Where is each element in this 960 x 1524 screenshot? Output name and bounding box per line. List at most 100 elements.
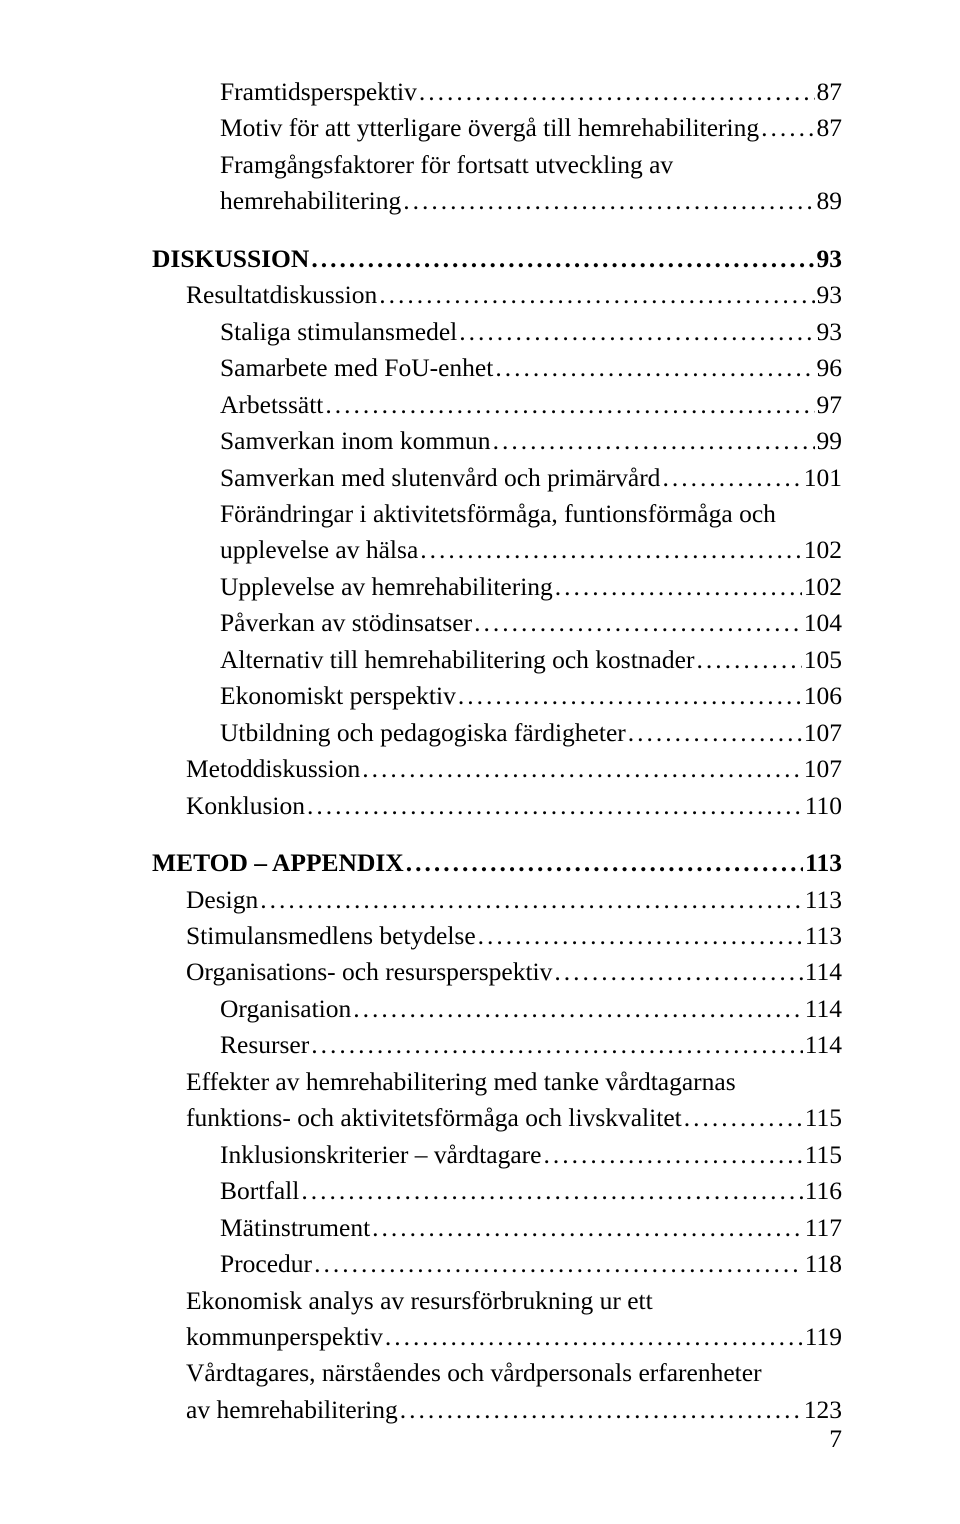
toc-leader-dots <box>379 277 814 313</box>
toc-entry-wrap: Ekonomisk analys av resursförbrukning ur… <box>152 1283 842 1319</box>
toc-entry-wrap: Framgångsfaktorer för fortsatt utvecklin… <box>152 147 842 183</box>
toc-entry-text: Organisations- och resursperspektiv <box>186 954 552 990</box>
toc-entry-page: 89 <box>817 183 843 219</box>
toc-entry-text: Påverkan av stödinsatser <box>220 605 472 641</box>
toc-entry-page: 87 <box>817 110 843 146</box>
toc-entry-page: 101 <box>804 460 842 496</box>
toc-entry-text: Design <box>186 882 258 918</box>
toc-entry: Inklusionskriterier – vårdtagare115 <box>152 1137 842 1173</box>
toc-leader-dots <box>372 1210 803 1246</box>
toc-entry-text: Inklusionskriterier – vårdtagare <box>220 1137 541 1173</box>
toc-entry-page: 106 <box>804 678 842 714</box>
toc-entry-text: Stimulansmedlens betydelse <box>186 918 476 954</box>
toc-leader-dots <box>459 314 814 350</box>
toc-entry: Resultatdiskussion93 <box>152 277 842 313</box>
toc-entry-text: Resurser <box>220 1027 309 1063</box>
toc-leader-dots <box>684 1100 803 1136</box>
toc-entry-page: 97 <box>817 387 843 423</box>
toc-entry: Samarbete med FoU-enhet 96 <box>152 350 842 386</box>
toc-leader-dots <box>311 241 814 277</box>
toc-entry-page: 107 <box>804 715 842 751</box>
toc-entry-text: Bortfall <box>220 1173 299 1209</box>
toc-entry-text: METOD – APPENDIX <box>152 845 404 881</box>
toc-entry-text: Upplevelse av hemrehabilitering <box>220 569 553 605</box>
toc-leader-dots <box>403 183 814 219</box>
toc-entry-page: 102 <box>804 569 842 605</box>
page-content: Framtidsperspektiv87Motiv för att ytterl… <box>0 0 960 1428</box>
toc-leader-dots <box>325 387 814 423</box>
toc-entry: hemrehabilitering 89 <box>152 183 842 219</box>
toc-leader-dots <box>628 715 802 751</box>
toc-leader-dots <box>406 845 803 881</box>
toc-entry-text: Framgångsfaktorer för fortsatt utvecklin… <box>220 150 673 179</box>
toc-entry-page: 93 <box>817 314 843 350</box>
toc-entry: Upplevelse av hemrehabilitering 102 <box>152 569 842 605</box>
toc-entry-text: av hemrehabilitering <box>186 1392 398 1428</box>
toc-leader-dots <box>543 1137 802 1173</box>
page-number: 7 <box>829 1424 842 1454</box>
toc-entry: Motiv för att ytterligare övergå till he… <box>152 110 842 146</box>
toc-leader-dots <box>400 1392 802 1428</box>
toc-leader-dots <box>761 110 814 146</box>
toc-entry: Resurser 114 <box>152 1027 842 1063</box>
toc-entry-page: 99 <box>817 423 843 459</box>
toc-entry-page: 93 <box>817 241 843 277</box>
toc-entry-page: 107 <box>804 751 842 787</box>
toc-entry-wrap: Förändringar i aktivitetsförmåga, funtio… <box>152 496 842 532</box>
toc-leader-dots <box>311 1027 802 1063</box>
toc-leader-dots <box>314 1246 803 1282</box>
toc-entry-text: Samarbete med FoU-enhet <box>220 350 493 386</box>
toc-leader-dots <box>555 569 802 605</box>
toc-entry: Bortfall116 <box>152 1173 842 1209</box>
toc-entry: Konklusion110 <box>152 788 842 824</box>
toc-entry-text: upplevelse av hälsa <box>220 532 418 568</box>
toc-entry-text: Förändringar i aktivitetsförmåga, funtio… <box>220 499 776 528</box>
toc-entry: Framtidsperspektiv87 <box>152 74 842 110</box>
toc-entry: Stimulansmedlens betydelse113 <box>152 918 842 954</box>
toc-entry-text: Samverkan inom kommun <box>220 423 491 459</box>
toc-entry-text: Effekter av hemrehabilitering med tanke … <box>186 1067 736 1096</box>
toc-entry: Metoddiskussion 107 <box>152 751 842 787</box>
toc-leader-dots <box>353 991 802 1027</box>
toc-entry-text: Metoddiskussion <box>186 751 360 787</box>
toc-entry: Organisation 114 <box>152 991 842 1027</box>
toc-entry-page: 96 <box>817 350 843 386</box>
toc-leader-dots <box>478 918 803 954</box>
toc-entry-page: 123 <box>804 1392 842 1428</box>
toc-entry-text: Utbildning och pedagogiska färdigheter <box>220 715 626 751</box>
table-of-contents: Framtidsperspektiv87Motiv för att ytterl… <box>152 74 842 1428</box>
toc-entry: METOD – APPENDIX113 <box>152 845 842 881</box>
toc-entry-text: Ekonomisk analys av resursförbrukning ur… <box>186 1286 653 1315</box>
toc-entry: Organisations- och resursperspektiv114 <box>152 954 842 990</box>
toc-entry-text: Samverkan med slutenvård och primärvård <box>220 460 660 496</box>
toc-entry: Design 113 <box>152 882 842 918</box>
toc-entry: funktions- och aktivitetsförmåga och liv… <box>152 1100 842 1136</box>
toc-entry: Staliga stimulansmedel93 <box>152 314 842 350</box>
toc-entry: Ekonomiskt perspektiv 106 <box>152 678 842 714</box>
toc-entry-text: Motiv för att ytterligare övergå till he… <box>220 110 759 146</box>
toc-entry-text: Organisation <box>220 991 351 1027</box>
toc-entry-page: 114 <box>805 991 842 1027</box>
toc-leader-dots <box>474 605 802 641</box>
toc-entry: Mätinstrument117 <box>152 1210 842 1246</box>
toc-entry-page: 119 <box>805 1319 842 1355</box>
toc-leader-dots <box>301 1173 802 1209</box>
toc-entry-text: hemrehabilitering <box>220 183 401 219</box>
toc-entry: DISKUSSION93 <box>152 241 842 277</box>
toc-entry: Arbetssätt 97 <box>152 387 842 423</box>
toc-entry-page: 93 <box>817 277 843 313</box>
toc-leader-dots <box>696 642 801 678</box>
toc-leader-dots <box>260 882 802 918</box>
toc-entry-text: funktions- och aktivitetsförmåga och liv… <box>186 1100 682 1136</box>
toc-entry-text: Ekonomiskt perspektiv <box>220 678 456 714</box>
toc-entry-page: 104 <box>804 605 842 641</box>
toc-entry-text: Konklusion <box>186 788 305 824</box>
toc-leader-dots <box>420 532 801 568</box>
toc-entry-page: 117 <box>805 1210 842 1246</box>
toc-entry-text: Alternativ till hemrehabilitering och ko… <box>220 642 694 678</box>
toc-entry-text: Arbetssätt <box>220 387 323 423</box>
toc-entry-page: 113 <box>805 882 842 918</box>
toc-entry: Samverkan med slutenvård och primärvård 1… <box>152 460 842 496</box>
toc-entry-page: 114 <box>805 1027 842 1063</box>
toc-entry-page: 105 <box>804 642 842 678</box>
